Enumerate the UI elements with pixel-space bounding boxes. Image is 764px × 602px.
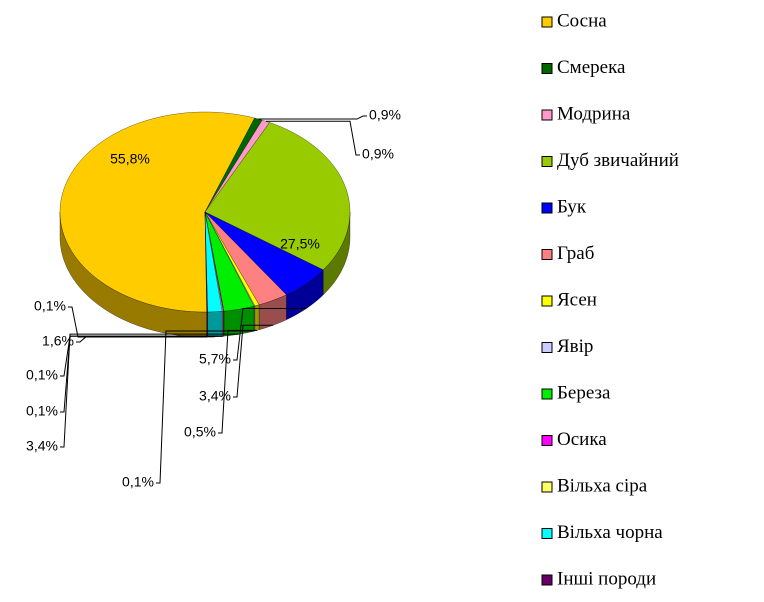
slice	[204, 211, 324, 295]
legend-label: Береза	[557, 382, 611, 403]
legend-label: Бук	[557, 196, 587, 217]
legend-label: Осика	[557, 429, 607, 450]
legend-label: Вільха сіра	[557, 475, 648, 496]
legend-label: Смерека	[557, 57, 626, 78]
legend-swatch	[541, 528, 553, 539]
data-label: 0,1%	[34, 298, 66, 314]
legend-swatch	[541, 63, 553, 74]
leader-line	[156, 330, 255, 484]
legend-swatch	[541, 109, 553, 121]
legend-swatch	[541, 16, 553, 28]
data-label: 3,4%	[199, 388, 231, 404]
data-label: 27,5%	[280, 236, 320, 252]
legend-swatch	[541, 202, 553, 214]
data-label: 0,9%	[362, 146, 394, 162]
slice-side	[206, 311, 208, 338]
legend-swatch	[541, 574, 553, 586]
leader-line	[60, 333, 240, 448]
slice	[204, 211, 255, 312]
slice	[204, 211, 208, 313]
data-label: 0,1%	[26, 403, 58, 419]
leader-line	[233, 324, 274, 398]
legend-swatch	[541, 342, 553, 353]
legend-swatch	[541, 249, 553, 260]
data-label: 3,4%	[26, 438, 58, 454]
legend-label: Інші породи	[557, 568, 656, 589]
data-label: 55,8%	[110, 151, 150, 167]
leader-line	[233, 307, 307, 361]
data-label: 0,5%	[184, 424, 216, 440]
legend-label: Явір	[557, 336, 593, 357]
data-label: 1,6%	[42, 333, 74, 349]
legend-swatch	[541, 388, 553, 400]
slice	[204, 211, 287, 305]
slice	[59, 111, 255, 313]
slice-side	[207, 311, 223, 338]
leader-line	[60, 335, 223, 377]
legend-label: Дуб звичайний	[557, 150, 679, 171]
leader-line	[218, 329, 257, 434]
slice	[204, 122, 351, 271]
data-label: 0,1%	[122, 474, 154, 490]
legend-swatch	[541, 156, 553, 167]
legend-label: Модрина	[557, 103, 631, 124]
legend-swatch	[541, 481, 553, 493]
legend-label: Вільха чорна	[557, 522, 663, 543]
legend-swatch	[541, 435, 553, 446]
legend-label: Сосна	[557, 10, 607, 31]
leader-line	[258, 115, 367, 120]
leader-line	[68, 306, 208, 338]
legend-label: Ясен	[557, 289, 597, 310]
legend-label: Граб	[557, 243, 594, 264]
data-label: 0,9%	[369, 107, 401, 123]
leader-line	[265, 120, 360, 156]
data-label: 0,1%	[26, 367, 58, 383]
leader-line	[76, 336, 215, 343]
legend-swatch	[541, 295, 553, 307]
data-label: 5,7%	[199, 351, 231, 367]
